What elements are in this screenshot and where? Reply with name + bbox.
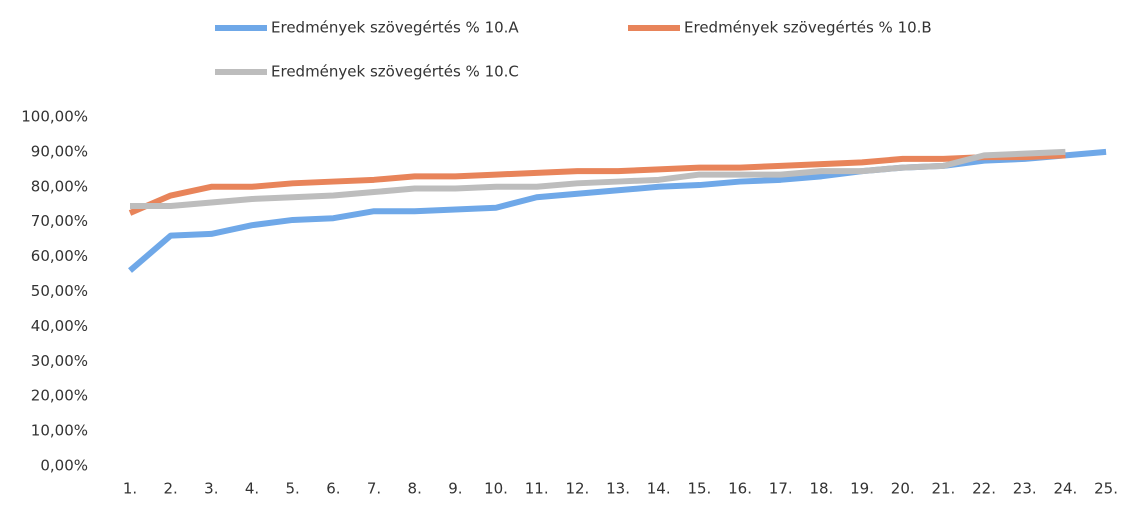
- y-tick-label: 70,00%: [31, 212, 88, 230]
- series-line: [128, 152, 1066, 216]
- x-tick-label: 19.: [850, 480, 874, 498]
- x-tick-label: 6.: [326, 480, 340, 498]
- x-tick-label: 17.: [769, 480, 793, 498]
- x-tick-label: 9.: [448, 480, 462, 498]
- x-tick-label: 16.: [728, 480, 752, 498]
- x-tick-label: 12.: [565, 480, 589, 498]
- x-tick-label: 13.: [606, 480, 630, 498]
- y-tick-label: 30,00%: [31, 352, 88, 370]
- x-tick-label: 4.: [245, 480, 259, 498]
- y-tick-label: 60,00%: [31, 247, 88, 265]
- y-tick-label: 0,00%: [40, 457, 88, 475]
- y-tick-label: 40,00%: [31, 317, 88, 335]
- x-tick-label: 7.: [367, 480, 381, 498]
- y-tick-label: 50,00%: [31, 282, 88, 300]
- y-tick-label: 100,00%: [21, 108, 88, 126]
- y-tick-label: 10,00%: [31, 422, 88, 440]
- x-tick-label: 5.: [286, 480, 300, 498]
- x-tick-label: 8.: [408, 480, 422, 498]
- x-tick-label: 20.: [891, 480, 915, 498]
- y-tick-label: 90,00%: [31, 142, 88, 160]
- series-line: [130, 148, 1066, 209]
- x-tick-label: 2.: [164, 480, 178, 498]
- x-tick-label: 21.: [931, 480, 955, 498]
- x-tick-label: 24.: [1053, 480, 1077, 498]
- legend-label: Eredmények szövegértés % 10.B: [684, 19, 932, 37]
- legend-label: Eredmények szövegértés % 10.C: [271, 63, 519, 81]
- x-tick-label: 14.: [647, 480, 671, 498]
- x-tick-label: 10.: [484, 480, 508, 498]
- y-tick-label: 80,00%: [31, 177, 88, 195]
- x-tick-label: 23.: [1013, 480, 1037, 498]
- x-tick-label: 25.: [1094, 480, 1118, 498]
- x-tick-label: 1.: [123, 480, 137, 498]
- x-tick-label: 3.: [204, 480, 218, 498]
- legend-label: Eredmények szövegértés % 10.A: [271, 19, 519, 37]
- x-tick-label: 15.: [687, 480, 711, 498]
- x-tick-label: 22.: [972, 480, 996, 498]
- x-tick-label: 18.: [809, 480, 833, 498]
- x-tick-label: 11.: [525, 480, 549, 498]
- y-tick-label: 20,00%: [31, 387, 88, 405]
